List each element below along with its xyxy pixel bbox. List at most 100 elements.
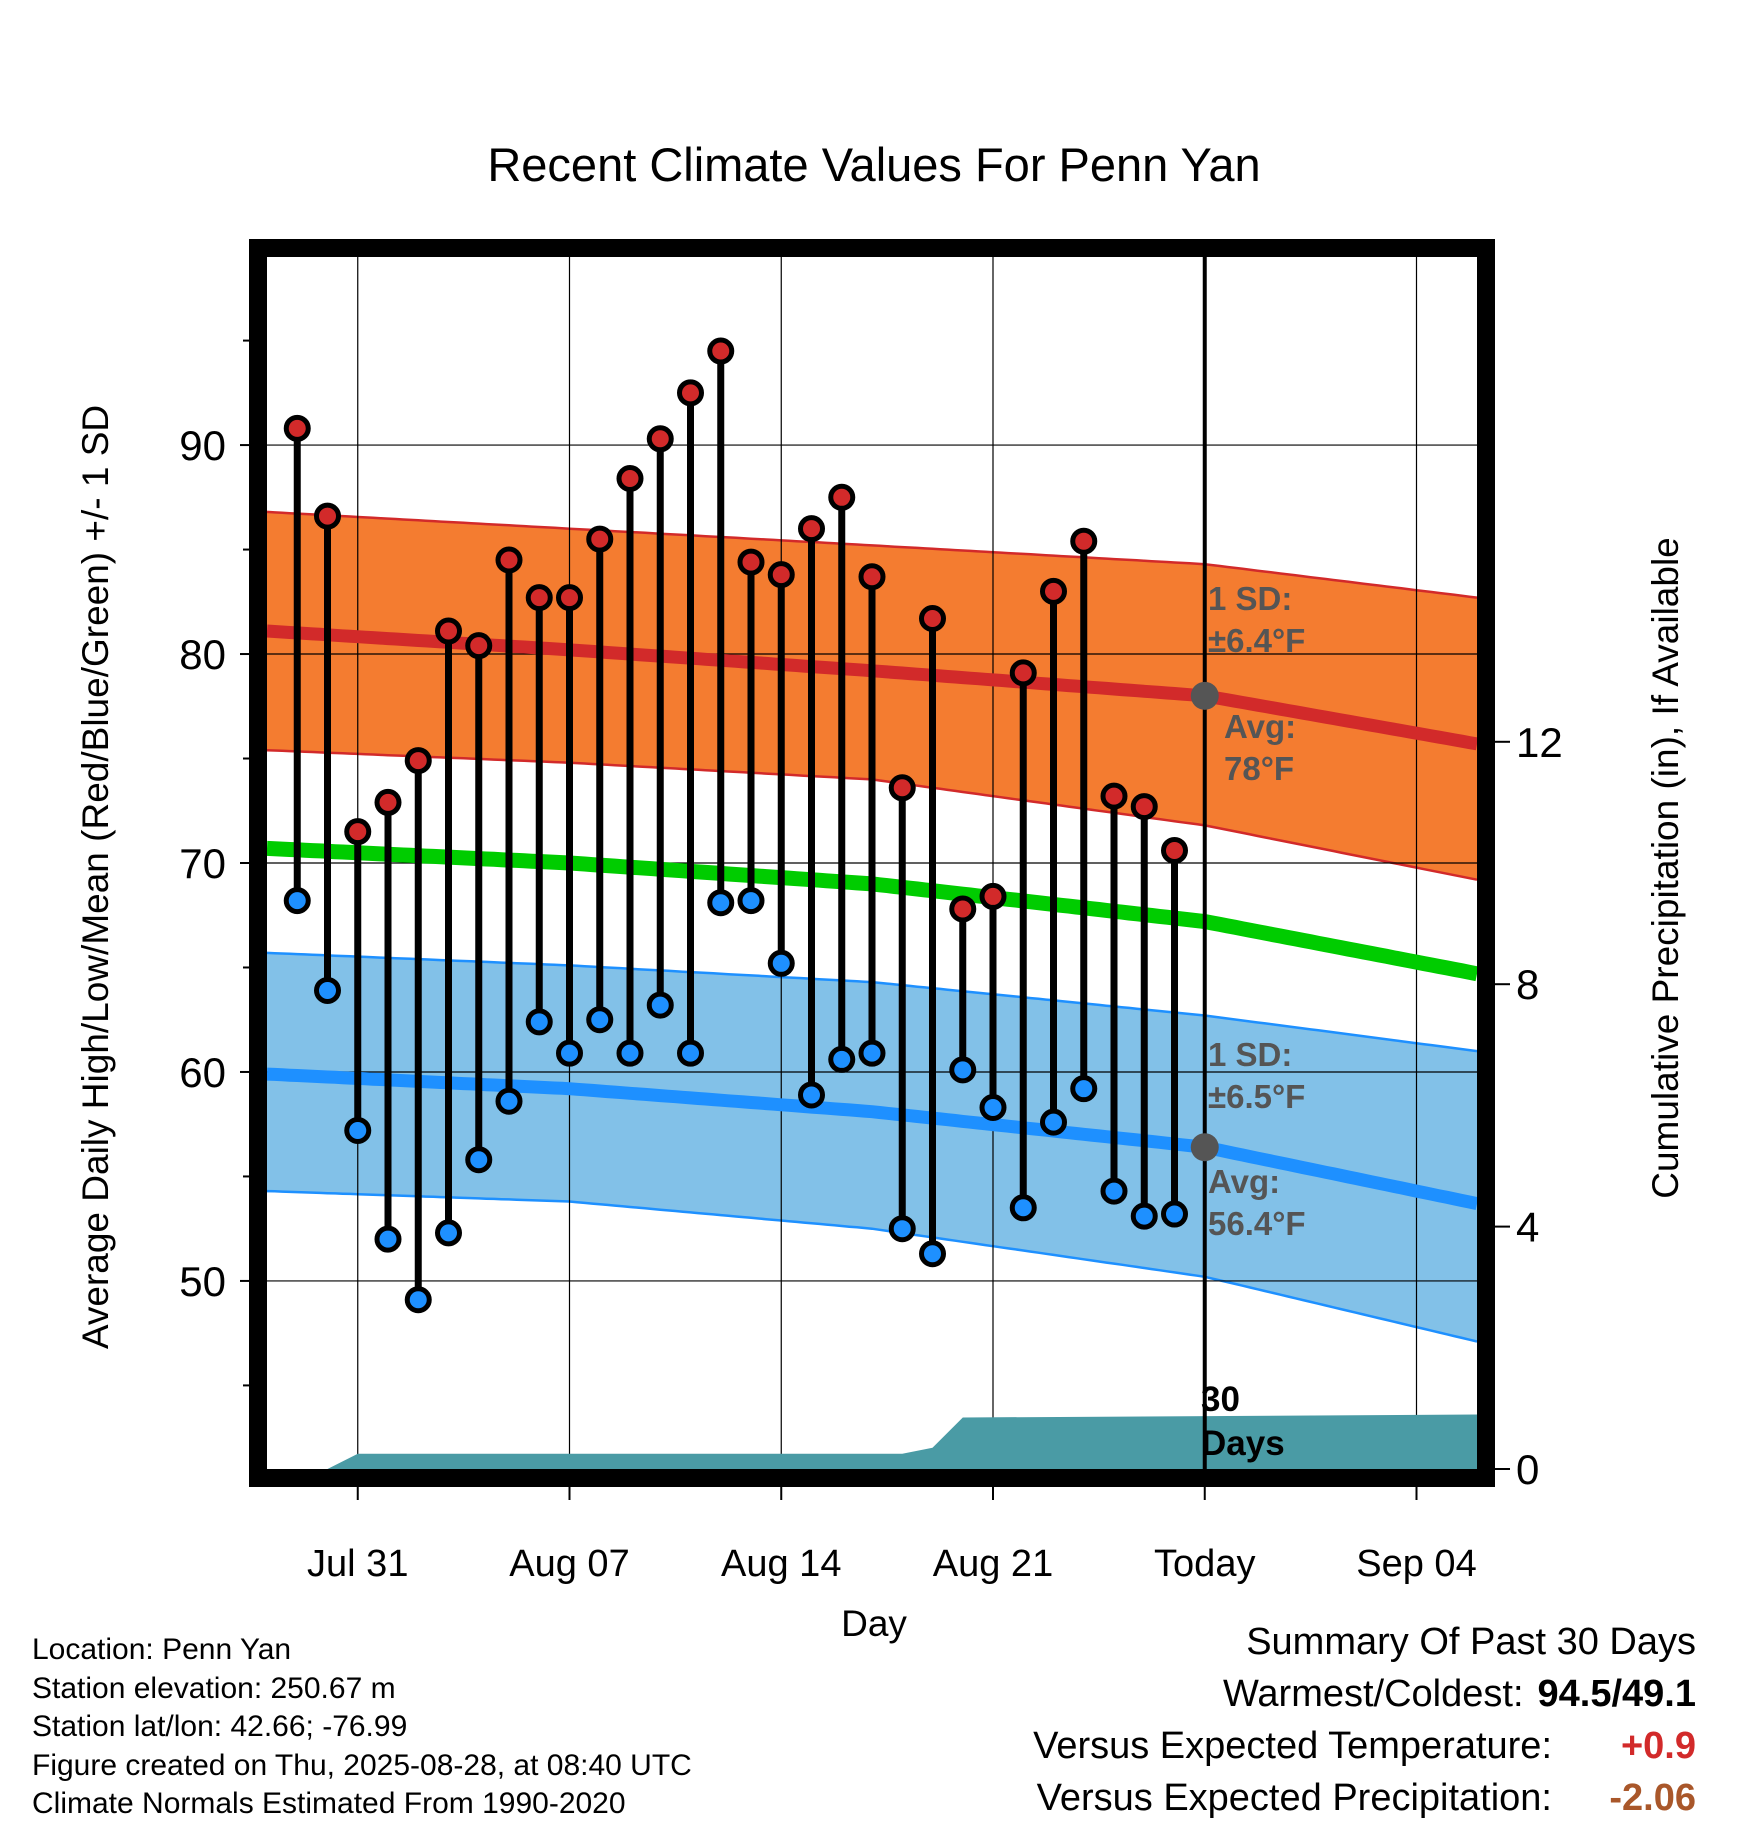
low-sd-value: ±6.5°F [1208,1078,1305,1115]
high-point-2025-08-12 [707,337,735,365]
y-axis-label: Average Daily High/Low/Mean (Red/Blue/Gr… [75,405,116,1349]
info-latlon: Station lat/lon: 42.66; -76.99 [32,1710,408,1743]
high-point-2025-08-27 [1161,836,1188,864]
today-marker [1190,257,1219,1469]
high-avg-label: Avg: [1224,708,1296,745]
high-band-upper-edge [266,510,1478,599]
high-point-2025-08-22 [1009,659,1037,687]
high-point-2025-08-08 [586,525,614,553]
low-point-2025-08-20 [949,1056,977,1084]
high-point-2025-08-09 [616,465,644,493]
high-point-2025-08-18 [888,774,916,802]
low-point-2025-08-06 [525,1008,553,1036]
low-point-2025-08-23 [1040,1108,1067,1136]
today-high-average-point [1190,681,1219,710]
x-tick-label-1: Aug 07 [509,1543,629,1585]
high-point-2025-08-10 [646,425,674,453]
x-tick-label-4: Today [1154,1543,1255,1585]
summary-temperature: Versus Expected Temperature: +0.9 [1033,1720,1696,1772]
low-point-2025-08-11 [677,1039,704,1067]
low-point-2025-08-19 [919,1240,946,1268]
low-point-2025-08-15 [798,1081,825,1109]
x-tick-label-5: Sep 04 [1356,1543,1476,1585]
precip-departure-value: -2.06 [1609,1777,1696,1819]
summary-precipitation: Versus Expected Precipitation: -2.06 [1033,1772,1696,1824]
y-tick-label-60: 60 [179,1049,226,1096]
low-band-lower-edge [266,1189,1478,1343]
temp-departure-label: Versus Expected Temperature: [1033,1725,1552,1767]
low-point-2025-08-22 [1009,1194,1037,1222]
high-point-2025-08-05 [495,546,523,574]
low-average-line [266,1067,1479,1210]
x-axis-label: Day [841,1603,907,1644]
high-sd-label: 1 SD: [1208,580,1292,617]
high-point-2025-08-07 [556,584,583,612]
station-info: Location: Penn Yan Station elevation: 25… [32,1631,692,1824]
summary-title: Summary Of Past 30 Days [1246,1621,1696,1663]
high-point-2025-08-25 [1100,782,1128,810]
low-point-2025-08-02 [404,1286,432,1314]
high-point-2025-07-30 [314,502,341,530]
low-avg-label: Avg: [1208,1163,1280,1200]
low-point-2025-08-18 [888,1215,916,1243]
warmest-coldest-label: Warmest/Coldest: [1222,1673,1524,1715]
y2-tick-label-8: 8 [1516,961,1539,1008]
info-created: Figure created on Thu, 2025-08-28, at 08… [32,1748,692,1782]
high-point-2025-08-26 [1130,793,1158,821]
info-location: Location: Penn Yan [32,1633,292,1666]
low-point-2025-08-14 [767,949,795,977]
low-point-2025-08-05 [495,1087,523,1115]
days-value: 30 [1201,1380,1240,1419]
summary-warmest-coldest: Warmest/Coldest: 94.5/49.1 [1033,1668,1696,1720]
low-avg-value: 56.4°F [1208,1205,1306,1242]
high-point-2025-08-11 [677,379,704,407]
low-point-2025-08-04 [465,1146,493,1174]
high-point-2025-08-01 [374,788,402,816]
cumulative-precip-area [327,1414,1477,1469]
y2-tick-label-12: 12 [1516,719,1563,766]
high-point-2025-08-24 [1070,527,1098,555]
low-point-2025-08-16 [828,1045,856,1073]
y-tick-label-90: 90 [179,422,226,469]
low-point-2025-08-25 [1100,1177,1128,1205]
temp-departure-value: +0.9 [1620,1725,1696,1767]
high-point-2025-08-04 [465,632,493,660]
low-point-2025-07-31 [344,1116,372,1144]
low-point-2025-08-09 [616,1039,644,1067]
low-point-2025-08-21 [979,1093,1007,1121]
daily-points [283,337,1188,1314]
high-point-2025-08-21 [979,882,1007,910]
high-point-2025-08-13 [737,548,765,576]
days-label: Days [1201,1424,1285,1463]
low-point-2025-08-27 [1161,1200,1188,1228]
high-point-2025-08-19 [919,605,946,633]
y-tick-label-50: 50 [179,1258,226,1305]
summary-panel: Summary Of Past 30 Days Warmest/Coldest:… [1033,1616,1696,1824]
high-point-2025-08-02 [404,747,432,775]
high-point-2025-08-20 [949,895,977,923]
x-tick-label-3: Aug 21 [933,1543,1053,1585]
low-sd-label: 1 SD: [1208,1036,1292,1073]
low-point-2025-08-12 [707,889,735,917]
precip-departure-label: Versus Expected Precipitation: [1036,1777,1552,1819]
high-point-2025-08-16 [828,483,856,511]
low-point-2025-08-24 [1070,1075,1098,1103]
y-tick-label-70: 70 [179,840,226,887]
info-elevation: Station elevation: 250.67 m [32,1671,396,1705]
axes: 50 60 70 80 90 0 4 8 12 Jul 31 Aug 07 Aug 14 Aug 21 T… [179,339,1563,1585]
high-point-2025-08-23 [1040,577,1067,605]
high-point-2025-07-29 [283,414,311,442]
low-point-2025-07-29 [283,887,311,915]
low-point-2025-07-30 [314,976,341,1004]
low-point-2025-08-10 [646,991,674,1019]
low-point-2025-08-13 [737,887,765,915]
low-point-2025-08-17 [858,1039,886,1067]
high-point-2025-08-14 [767,561,795,589]
low-point-2025-08-26 [1130,1202,1158,1230]
chart-title: Recent Climate Values For Penn Yan [487,138,1260,191]
high-sd-value: ±6.4°F [1208,622,1305,659]
high-point-2025-07-31 [344,818,372,846]
daily-range-bars [293,351,1178,1300]
low-point-2025-08-07 [556,1039,583,1067]
